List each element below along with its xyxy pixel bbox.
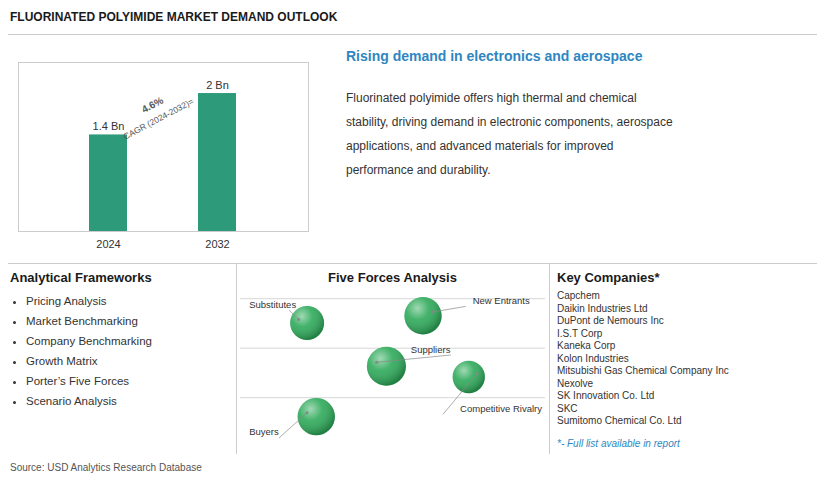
svg-text:2024: 2024 [96,238,120,250]
html-text:SK Innovation Co. Ltd: SK Innovation Co. Ltd [557,390,655,401]
html-text:performance and durability.: performance and durability. [346,163,491,177]
html-text:stability, driving demand in e: stability, driving demand in electronic … [346,115,673,129]
svg-text:Substitutes: Substitutes [249,299,296,310]
html-text:Mitsubishi Gas Chemical Compan: Mitsubishi Gas Chemical Company Inc [557,365,729,376]
svg-text:4.6%: 4.6% [140,94,165,114]
html-text:Sumitomo Chemical Co. Ltd: Sumitomo Chemical Co. Ltd [557,415,682,426]
html-text:I.S.T Corp: I.S.T Corp [557,327,603,339]
html-text:Kaneka Corp: Kaneka Corp [557,340,616,351]
svg-text:New Entrants: New Entrants [473,295,530,306]
html-text:Market Benchmarking: Market Benchmarking [26,315,138,327]
html-text:Fluorinated polyimide offers h: Fluorinated polyimide offers high therma… [346,91,637,105]
html-text:Five Forces Analysis: Five Forces Analysis [328,270,457,285]
html-text:Rising demand in electronics a: Rising demand in electronics and aerospa… [346,48,643,64]
svg-text:CAGR (2024-2032)=: CAGR (2024-2032)= [121,96,196,142]
html-text:*- Full list available in repo: *- Full list available in report [557,438,680,449]
svg-text:1.4 Bn: 1.4 Bn [93,120,125,132]
html-text:Scenario Analysis: Scenario Analysis [26,395,117,407]
svg-text:Buyers: Buyers [249,426,279,437]
html-text:Analytical Frameworks: Analytical Frameworks [10,270,152,285]
html-text:Porter’s Five Forces: Porter’s Five Forces [26,375,130,387]
html-text:Pricing Analysis: Pricing Analysis [26,295,107,307]
svg-text:2 Bn: 2 Bn [206,79,229,91]
html-text:Kolon Industries: Kolon Industries [557,352,629,364]
html-text:Nexolve: Nexolve [557,377,594,389]
html-text:Growth Matrix: Growth Matrix [26,355,98,367]
html-text:Capchem: Capchem [557,290,600,301]
svg-text:2032: 2032 [205,238,229,250]
html-text:SKC: SKC [557,402,578,414]
html-text:Daikin Industries Ltd: Daikin Industries Ltd [557,302,648,314]
html-text:applications, and advanced mat: applications, and advanced materials for… [346,139,614,153]
html-text:Source: USD Analytics Research: Source: USD Analytics Research Database [10,462,202,473]
html-text:Company Benchmarking: Company Benchmarking [26,335,152,347]
html-text:DuPont de Nemours Inc: DuPont de Nemours Inc [557,315,664,326]
html-text:Key Companies*: Key Companies* [557,270,660,285]
svg-text:Suppliers: Suppliers [411,344,451,355]
html-text:FLUORINATED POLYIMIDE MARKET D: FLUORINATED POLYIMIDE MARKET DEMAND OUTL… [10,10,338,24]
svg-text:Competitive Rivalry: Competitive Rivalry [460,403,542,414]
